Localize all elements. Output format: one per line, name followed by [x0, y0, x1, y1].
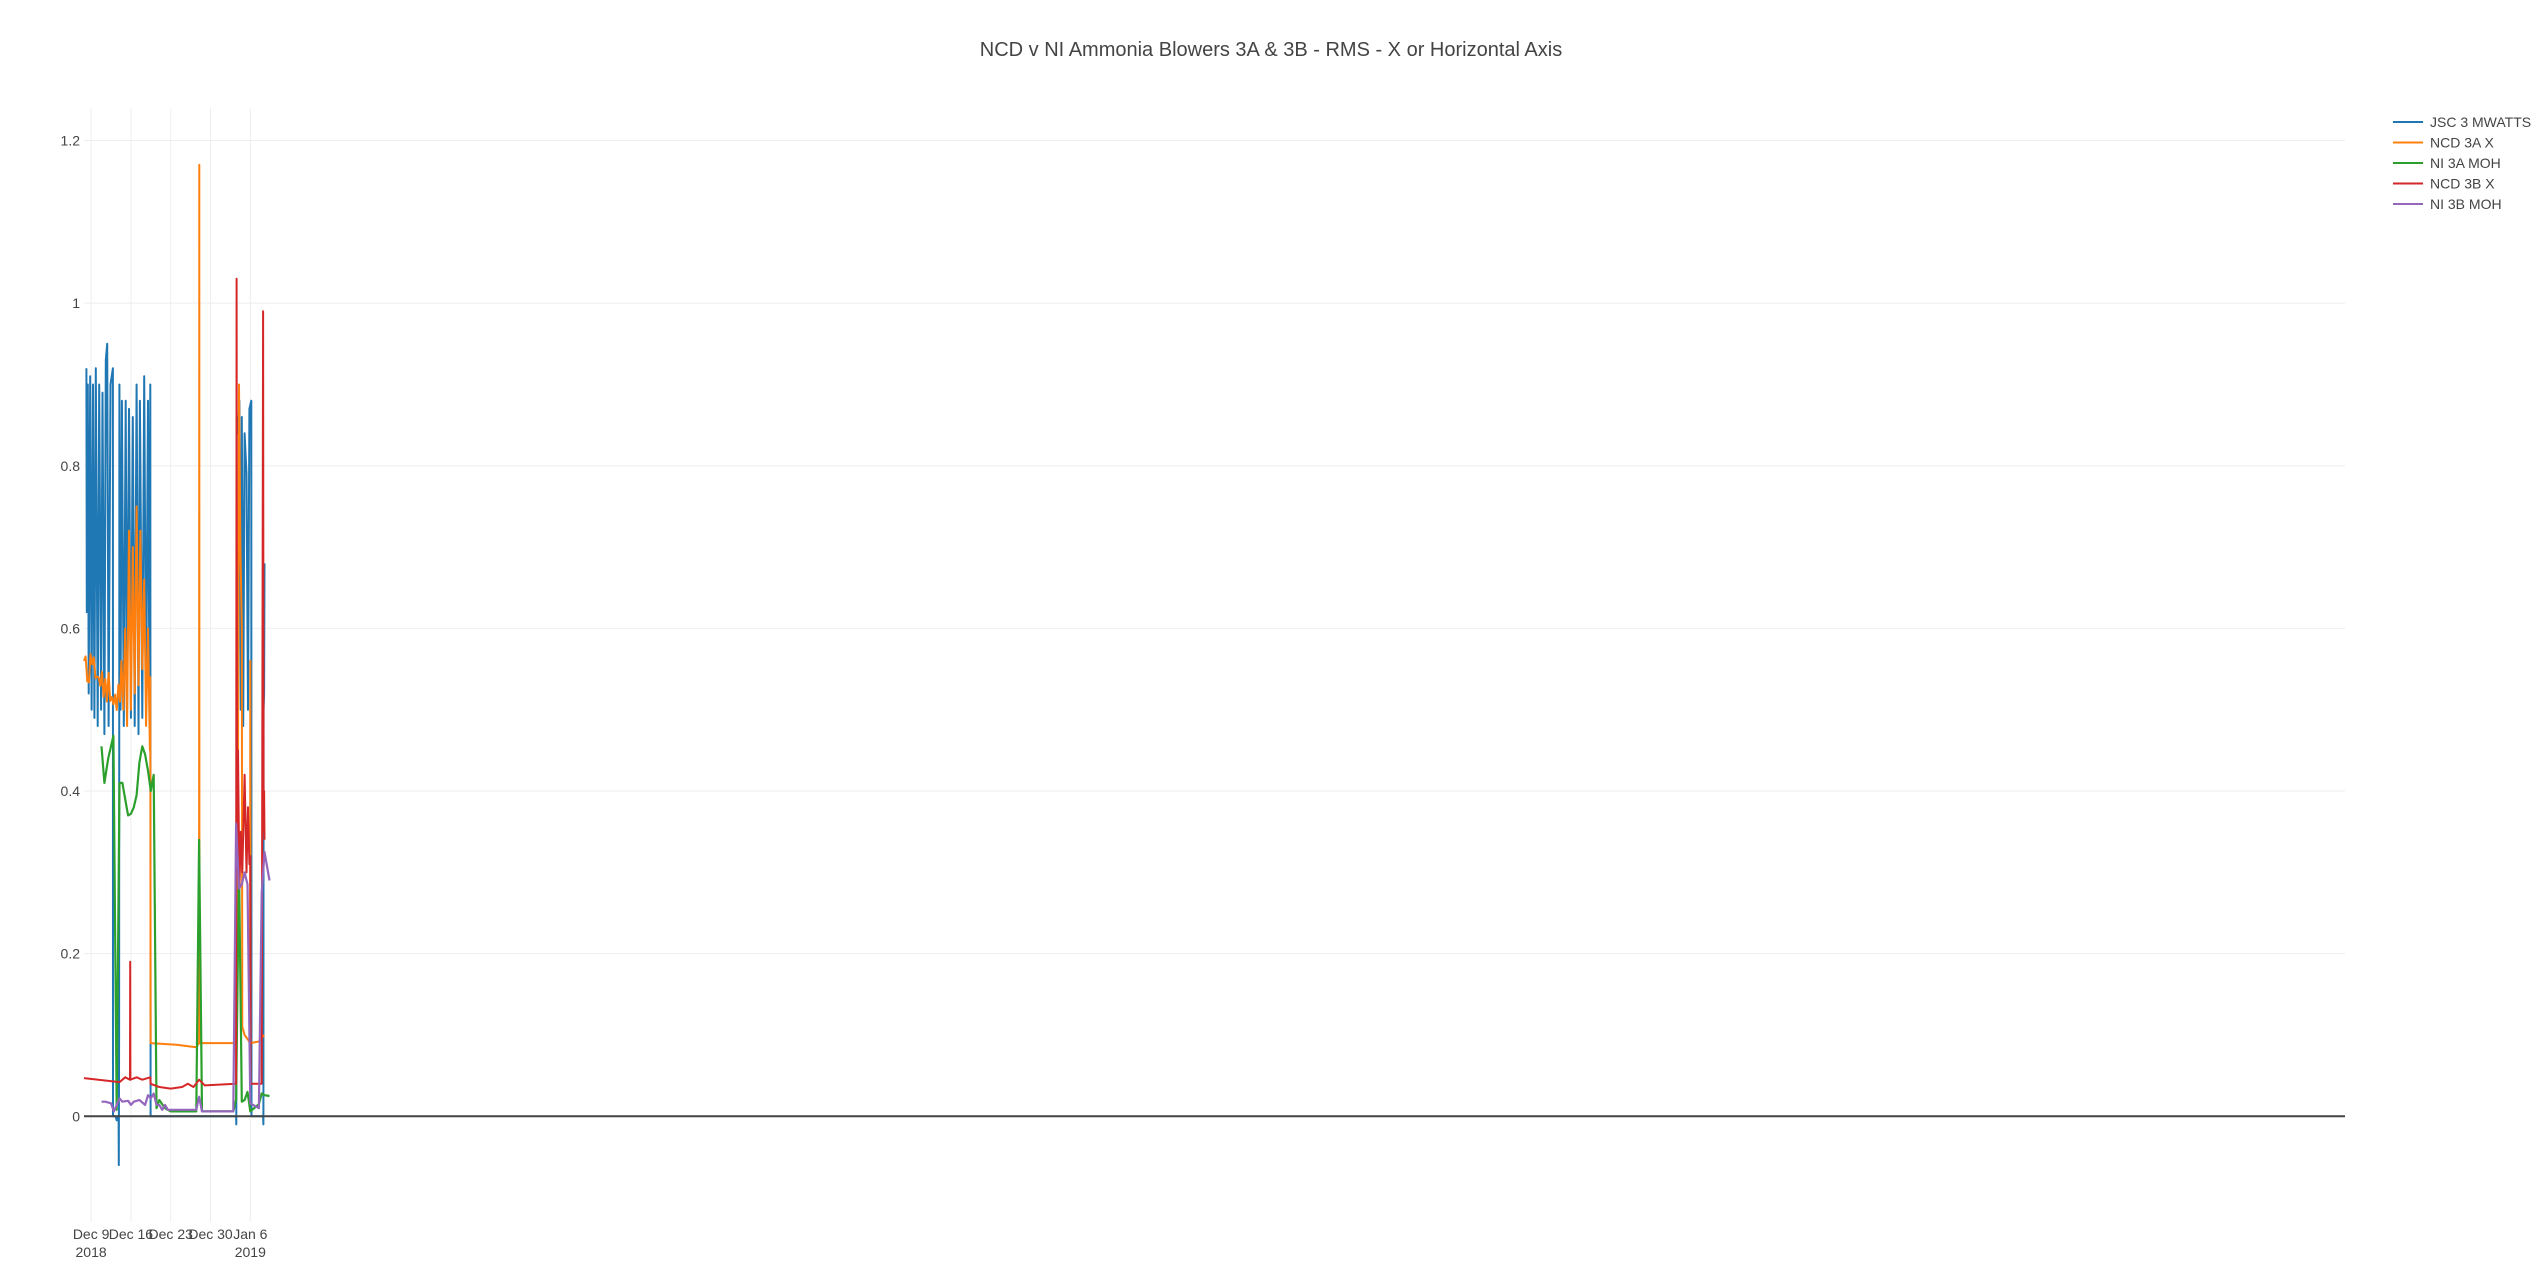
y-tick-label: 0.4	[61, 783, 81, 799]
y-tick-label: 0.8	[61, 458, 81, 474]
legend-label: NI 3B MOH	[2430, 196, 2502, 212]
legend-label: JSC 3 MWATTS	[2430, 114, 2531, 130]
y-tick-label: 0	[72, 1108, 80, 1124]
legend-item[interactable]: NCD 3A X	[2393, 135, 2494, 151]
series-line-ncd-3a-x	[83, 163, 265, 1049]
legend-label: NCD 3B X	[2430, 176, 2495, 192]
legend[interactable]: JSC 3 MWATTS NCD 3A X NI 3A MOH NCD 3B X NI …	[2393, 114, 2531, 212]
x-tick-year-label: 2019	[235, 1244, 266, 1260]
series-layer	[83, 163, 271, 1167]
x-tick-label: Dec 30	[188, 1226, 233, 1242]
y-tick-label: 0.2	[61, 946, 81, 962]
series-line-ni-3b-moh	[101, 822, 271, 1113]
series-line-ncd-3b-x	[83, 277, 266, 1090]
legend-label: NCD 3A X	[2430, 135, 2494, 151]
x-tick-year-label: 2018	[76, 1244, 107, 1260]
series-line-ni-3a-moh	[100, 734, 270, 1113]
legend-item[interactable]: NI 3A MOH	[2393, 155, 2501, 171]
chart-title: NCD v NI Ammonia Blowers 3A & 3B - RMS -…	[980, 39, 1562, 61]
y-tick-label: 1	[72, 295, 80, 311]
grid-layer	[84, 108, 2345, 1222]
x-tick-label: Jan 6	[233, 1226, 267, 1242]
legend-item[interactable]: NI 3B MOH	[2393, 196, 2502, 212]
x-tick-label: Dec 9	[73, 1226, 110, 1242]
x-tick-label: Dec 23	[149, 1226, 194, 1242]
legend-item[interactable]: JSC 3 MWATTS	[2393, 114, 2531, 130]
y-tick-label: 1.2	[61, 133, 81, 149]
legend-label: NI 3A MOH	[2430, 155, 2501, 171]
legend-item[interactable]: NCD 3B X	[2393, 176, 2495, 192]
y-tick-label: 0.6	[61, 620, 81, 636]
x-tick-label: Dec 16	[109, 1226, 154, 1242]
